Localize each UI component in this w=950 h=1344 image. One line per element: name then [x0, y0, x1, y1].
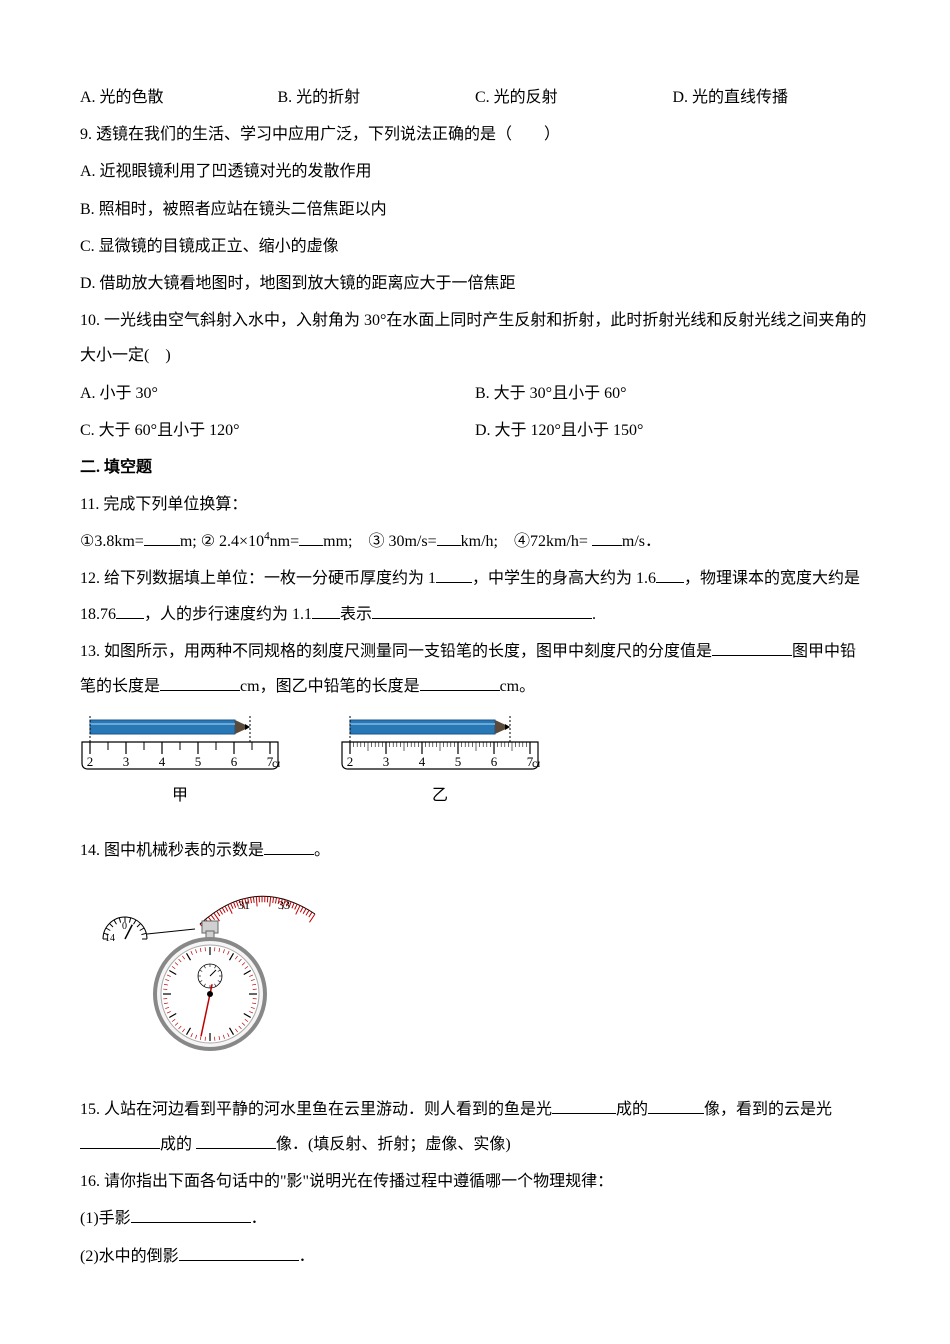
q16-1a: (1)手影 — [80, 1210, 131, 1227]
svg-text:33: 33 — [278, 898, 290, 912]
svg-text:cm: cm — [272, 756, 280, 770]
q8-option-b: B. 光的折射 — [278, 80, 476, 115]
q9-option-d: D. 借助放大镜看地图时，地图到放大镜的距离应大于一倍焦距 — [80, 266, 870, 301]
svg-text:2: 2 — [87, 754, 94, 769]
q8-options: A. 光的色散 B. 光的折射 C. 光的反射 D. 光的直线传播 — [80, 80, 870, 115]
q9-stem: 9. 透镜在我们的生活、学习中应用广泛，下列说法正确的是（ ） — [80, 117, 870, 152]
q11-p3: nm= — [270, 533, 299, 550]
q15-p3: 像，看到的云是光 — [704, 1101, 832, 1118]
q12-p4: ，人的步行速度约为 1.1 — [144, 606, 312, 623]
q12: 12. 给下列数据填上单位：一枚一分硬币厚度约为 1 ，中学生的身高大约为 1.6… — [80, 561, 870, 631]
q9-option-c: C. 显微镜的目镜成正立、缩小的虚像 — [80, 229, 870, 264]
svg-text:0: 0 — [122, 921, 127, 932]
svg-text:5: 5 — [455, 754, 462, 769]
q16-1b: ． — [251, 1210, 267, 1227]
q8-option-c: C. 光的反射 — [475, 80, 673, 115]
svg-text:3: 3 — [383, 754, 390, 769]
q14: 14. 图中机械秒表的示数是 。 — [80, 833, 870, 868]
blank — [372, 618, 592, 619]
blank — [299, 545, 323, 546]
ruler-a: 234567cm 甲 — [80, 714, 280, 813]
ruler-b-label: 乙 — [432, 778, 448, 813]
q14-p1: 14. 图中机械秒表的示数是 — [80, 842, 264, 859]
svg-text:4: 4 — [419, 754, 426, 769]
svg-text:6: 6 — [491, 754, 498, 769]
blank — [437, 545, 461, 546]
blank — [648, 1113, 704, 1114]
blank — [80, 1148, 160, 1149]
q15: 15. 人站在河边看到平静的河水里鱼在云里游动．则人看到的鱼是光成的像，看到的云… — [80, 1092, 870, 1162]
q12-p5: 表示 — [340, 606, 372, 623]
svg-text:6: 6 — [231, 754, 238, 769]
blank — [160, 690, 240, 691]
q11-parts: ①3.8km=m; ② 2.4×104nm=mm; ③ 30m/s=km/h; … — [80, 524, 870, 559]
blank — [264, 854, 314, 855]
q13-p1: 13. 如图所示，用两种不同规格的刻度尺测量同一支铅笔的长度，图甲中刻度尺的分度… — [80, 643, 712, 660]
stopwatch-svg: 31 33 14 0 — [100, 879, 320, 1059]
q10-option-d: D. 大于 120°且小于 150° — [475, 413, 870, 448]
blank — [552, 1113, 616, 1114]
svg-text:14: 14 — [105, 933, 115, 944]
svg-text:5: 5 — [195, 754, 202, 769]
q10-stem: 10. 一光线由空气斜射入水中，入射角为 30°在水面上同时产生反射和折射，此时… — [80, 303, 870, 373]
q16-2a: (2)水中的倒影 — [80, 1248, 179, 1265]
q15-p4: 成的 — [160, 1136, 196, 1153]
q10-options-row1: A. 小于 30° B. 大于 30°且小于 60° — [80, 376, 870, 411]
q14-p2: 。 — [314, 842, 330, 859]
q11-p5: km/h; ④72km/h= — [461, 533, 592, 550]
q9-option-a: A. 近视眼镜利用了凹透镜对光的发散作用 — [80, 154, 870, 189]
q13: 13. 如图所示，用两种不同规格的刻度尺测量同一支铅笔的长度，图甲中刻度尺的分度… — [80, 634, 870, 704]
blank — [131, 1222, 251, 1223]
q11-p2: m; ② 2.4×10 — [180, 533, 264, 550]
q8-option-d: D. 光的直线传播 — [673, 80, 871, 115]
q10-options-row2: C. 大于 60°且小于 120° D. 大于 120°且小于 150° — [80, 413, 870, 448]
blank — [656, 582, 684, 583]
q12-p2: ，中学生的身高大约为 1.6 — [472, 570, 656, 587]
q11-stem: 11. 完成下列单位换算： — [80, 487, 870, 522]
q16-2: (2)水中的倒影 ． — [80, 1239, 870, 1274]
q9-option-b: B. 照相时，被照者应站在镜头二倍焦距以内 — [80, 192, 870, 227]
q15-p5: 像．(填反射、折射；虚像、实像) — [276, 1136, 511, 1153]
q8-option-a: A. 光的色散 — [80, 80, 278, 115]
q13-p4: cm。 — [500, 678, 536, 695]
svg-text:3: 3 — [123, 754, 130, 769]
q16-1: (1)手影 ． — [80, 1201, 870, 1236]
blank — [312, 618, 340, 619]
svg-text:cm: cm — [532, 756, 540, 770]
ruler-b-svg: 234567cm — [340, 714, 540, 774]
svg-text:4: 4 — [159, 754, 166, 769]
blank — [144, 545, 180, 546]
q12-p6: . — [592, 606, 596, 623]
q16-stem: 16. 请你指出下面各句话中的"影"说明光在传播过程中遵循哪一个物理规律： — [80, 1164, 870, 1199]
q11-p6: m/s． — [622, 533, 661, 550]
blank — [420, 690, 500, 691]
q13-p3: cm，图乙中铅笔的长度是 — [240, 678, 420, 695]
q16-2b: ． — [299, 1248, 315, 1265]
blank — [179, 1260, 299, 1261]
q12-p1: 12. 给下列数据填上单位：一枚一分硬币厚度约为 1 — [80, 570, 436, 587]
q11-p1: ①3.8km= — [80, 533, 144, 550]
q15-p1: 15. 人站在河边看到平静的河水里鱼在云里游动．则人看到的鱼是光 — [80, 1101, 552, 1118]
svg-text:31: 31 — [238, 898, 250, 912]
ruler-a-svg: 234567cm — [80, 714, 280, 774]
q10-option-b: B. 大于 30°且小于 60° — [475, 376, 870, 411]
blank — [592, 545, 622, 546]
ruler-b: 234567cm 乙 — [340, 714, 540, 813]
blank — [712, 655, 792, 656]
svg-text:2: 2 — [347, 754, 354, 769]
q15-p2: 成的 — [616, 1101, 648, 1118]
ruler-figures: 234567cm 甲 234567cm 乙 — [80, 714, 870, 813]
q10-option-a: A. 小于 30° — [80, 376, 475, 411]
blank — [196, 1148, 276, 1149]
ruler-a-label: 甲 — [172, 778, 188, 813]
q11-p4: mm; ③ 30m/s= — [323, 533, 436, 550]
blank — [436, 582, 472, 583]
section-2-title: 二. 填空题 — [80, 450, 870, 485]
blank — [116, 618, 144, 619]
q10-option-c: C. 大于 60°且小于 120° — [80, 413, 475, 448]
stopwatch-figure: 31 33 14 0 — [100, 879, 870, 1072]
